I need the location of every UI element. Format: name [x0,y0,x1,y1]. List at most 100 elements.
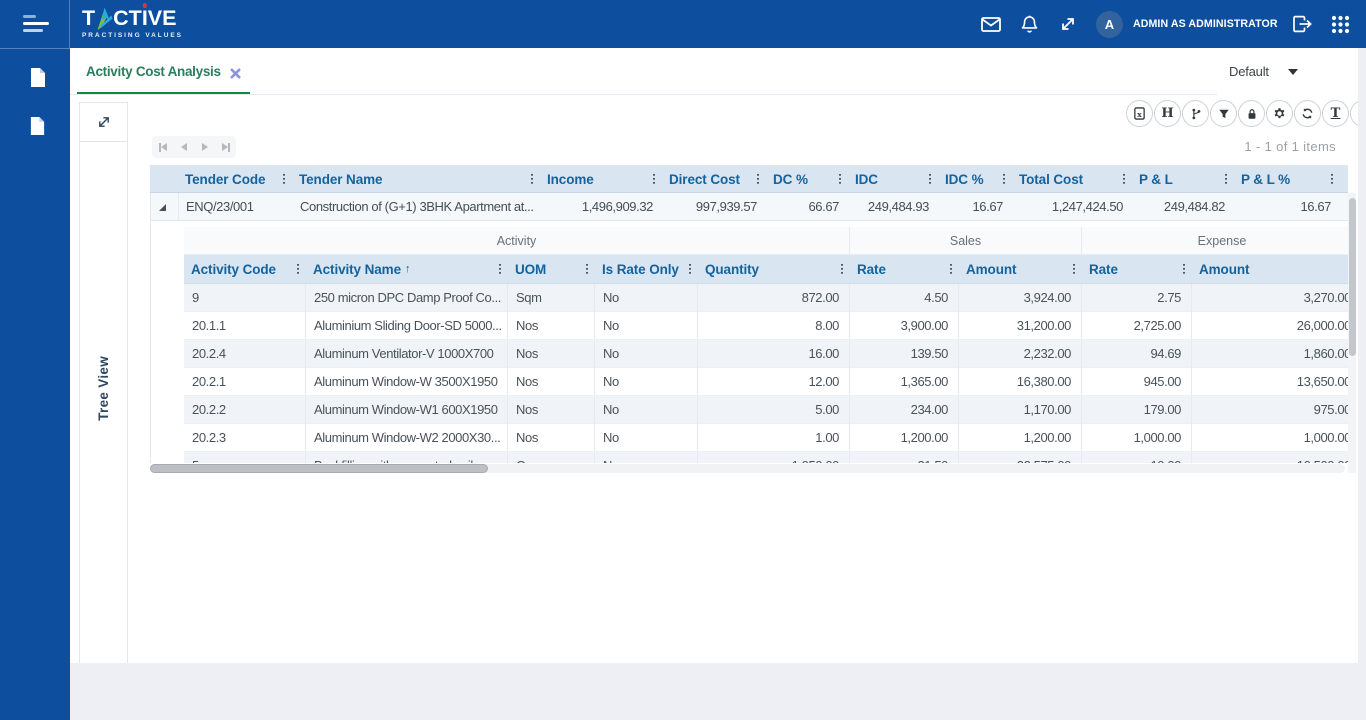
detail-column-header-activity-code[interactable]: Activity Code [184,255,306,283]
detail-cell-sales-rate: 21.50 [850,452,959,463]
column-menu-icon[interactable] [1182,263,1185,275]
column-header-income[interactable]: Income [540,166,662,192]
column-menu-icon[interactable] [1002,173,1005,185]
detail-row[interactable]: 5 Backfilling with excavated soil... Cum… [184,452,1348,463]
expand-icon [1062,18,1074,30]
detail-cell-quantity: 5.00 [698,396,850,423]
user-avatar[interactable]: A [1096,10,1123,38]
detail-column-header-quantity[interactable]: Quantity [698,255,850,283]
column-menu-icon[interactable] [838,173,841,185]
fullscreen-button[interactable] [1060,0,1076,48]
heading-button[interactable]: H [1154,100,1181,127]
column-header-idc[interactable]: IDC [848,166,938,192]
row-expand-cell[interactable] [151,193,179,220]
text-format-button[interactable]: T [1322,100,1349,127]
detail-row[interactable]: 9 250 micron DPC Damp Proof Co... Sqm No… [184,284,1348,312]
column-header-total-cost[interactable]: Total Cost [1012,166,1132,192]
refresh-button[interactable] [1294,100,1321,127]
filter-button[interactable] [1210,100,1237,127]
detail-column-header-expense-amount[interactable]: Amount [1192,255,1348,283]
column-header-dc-pct[interactable]: DC % [766,166,848,192]
tab-activity-cost-analysis[interactable]: Activity Cost Analysis [77,48,251,95]
column-menu-icon[interactable] [688,263,691,275]
horizontal-scrollbar-thumb[interactable] [150,464,488,473]
column-menu-icon[interactable] [1330,173,1333,185]
detail-cell-activity-code: 20.2.1 [184,368,306,395]
tree-view-expand-button[interactable] [80,103,127,142]
detail-column-header-sales-amount[interactable]: Amount [959,255,1082,283]
heading-icon: H [1161,106,1174,121]
vertical-scrollbar-thumb[interactable] [1348,198,1356,356]
tab-close-icon[interactable] [230,66,241,79]
detail-column-header-sales-rate[interactable]: Rate [850,255,959,283]
column-header-tender-name[interactable]: Tender Name [292,166,540,192]
sidebar-document-button-1[interactable] [29,67,47,91]
logo-text-part: T [82,6,96,30]
settings-gear-button[interactable] [1266,100,1293,127]
column-menu-icon[interactable] [498,263,501,275]
detail-row[interactable]: 20.2.4 Aluminum Ventilator-V 1000X700 No… [184,340,1348,368]
column-header-label: DC % [773,171,808,187]
notifications-button[interactable] [1021,0,1038,48]
logo-text: T CT I VE [82,3,183,30]
detail-column-header-is-rate-only[interactable]: Is Rate Only [595,255,698,283]
layout-dropdown[interactable]: Default [1229,48,1298,95]
pager-previous-button[interactable] [173,136,194,158]
column-menu-icon[interactable] [652,173,655,185]
detail-cell-activity-code: 20.2.2 [184,396,306,423]
detail-row[interactable]: 20.1.1 Aluminium Sliding Door-SD 5000...… [184,312,1348,340]
logo-text-part: CT [113,6,142,30]
seek-first-icon [158,142,161,152]
column-header-idc-pct[interactable]: IDC % [938,166,1012,192]
code-branch-button[interactable] [1182,100,1209,127]
detail-cell-expense-rate: 179.00 [1082,396,1192,423]
column-menu-icon[interactable] [585,263,588,275]
document-icon [31,68,45,87]
column-header-direct-cost[interactable]: Direct Cost [662,166,766,192]
pager-last-button[interactable] [215,136,236,158]
apps-menu-button[interactable] [1331,0,1350,48]
detail-cell-activity-name: Aluminum Window-W1 600X1950 [306,396,508,423]
collapse-row-icon[interactable] [159,204,166,211]
vertical-scrollbar[interactable] [1348,193,1356,473]
detail-cell-expense-amount: 975.00 [1192,396,1348,423]
detail-row[interactable]: 20.2.2 Aluminum Window-W1 600X1950 Nos N… [184,396,1348,424]
more-button[interactable] [1350,100,1358,127]
detail-cell-is-rate-only: No [595,424,698,451]
column-header-label: Activity Code [191,261,276,277]
detail-column-header-activity-name[interactable]: Activity Name ↑ [306,255,508,283]
column-menu-icon[interactable] [282,173,285,185]
column-menu-icon[interactable] [949,263,952,275]
export-excel-button[interactable]: x [1126,100,1153,127]
detail-cell-activity-name: Aluminum Ventilator-V 1000X700 [306,340,508,367]
column-header-p-and-l-pct[interactable]: P & L % [1234,166,1340,192]
horizontal-scrollbar[interactable] [150,464,1345,473]
detail-cell-activity-name: Aluminum Window-W 3500X1950 [306,368,508,395]
column-header-label: Tender Name [299,171,383,187]
detail-row[interactable]: 20.2.1 Aluminum Window-W 3500X1950 Nos N… [184,368,1348,396]
menu-hamburger-button[interactable] [23,15,49,33]
column-menu-icon[interactable] [1122,173,1125,185]
detail-row[interactable]: 20.2.3 Aluminum Window-W2 2000X30... Nos… [184,424,1348,452]
logout-button[interactable] [1292,0,1312,48]
column-header-p-and-l[interactable]: P & L [1132,166,1234,192]
hierarchy-column-header [150,166,178,192]
sidebar-document-button-2[interactable] [29,116,46,139]
column-header-tender-code[interactable]: Tender Code [178,166,292,192]
column-menu-icon[interactable] [840,263,843,275]
column-menu-icon[interactable] [756,173,759,185]
detail-cell-sales-rate: 139.50 [850,340,959,367]
detail-column-header-expense-rate[interactable]: Rate [1082,255,1192,283]
lock-button[interactable] [1238,100,1265,127]
column-menu-icon[interactable] [530,173,533,185]
detail-column-header-uom[interactable]: UOM [508,255,595,283]
pager-first-button[interactable] [152,136,173,158]
mail-button[interactable] [981,0,1001,48]
cell-total-cost: 1,247,424.50 [1051,199,1124,214]
column-menu-icon[interactable] [1224,173,1227,185]
pager-next-button[interactable] [194,136,215,158]
column-menu-icon[interactable] [1072,263,1075,275]
column-menu-icon[interactable] [296,263,299,275]
tender-row[interactable]: ENQ/23/001 Construction of (G+1) 3BHK Ap… [151,193,1348,221]
column-menu-icon[interactable] [928,173,931,185]
